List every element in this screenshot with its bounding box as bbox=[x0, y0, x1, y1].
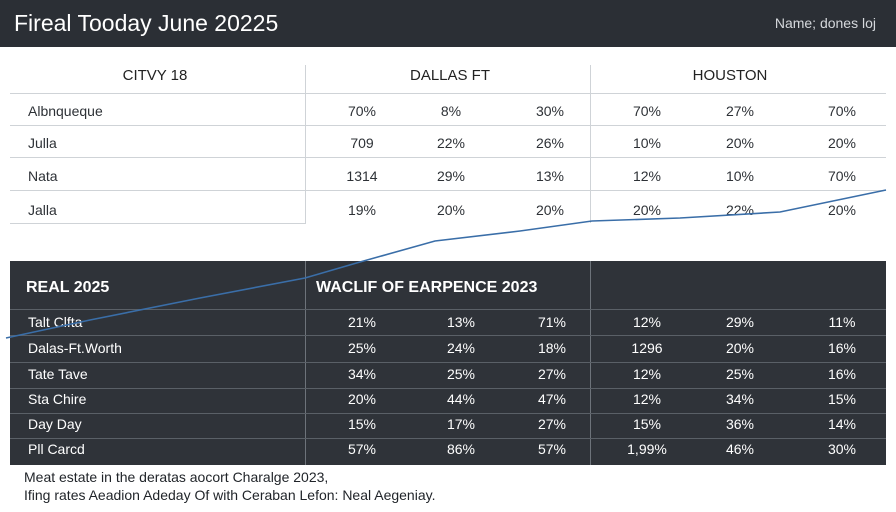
table-cell: 70% bbox=[827, 168, 857, 184]
table-cell: 57% bbox=[537, 441, 567, 457]
table-cell: 36% bbox=[725, 416, 755, 432]
top-table: CITVY 18 DALLAS FT HOUSTON Albnqueque 70… bbox=[0, 47, 896, 260]
table-cell: 20% bbox=[632, 202, 662, 218]
table-cell: 27% bbox=[537, 416, 567, 432]
table-cell: 71% bbox=[537, 314, 567, 330]
header-meta: Name; dones loj bbox=[774, 15, 876, 31]
table-cell: 17% bbox=[446, 416, 476, 432]
table-cell: 27% bbox=[537, 366, 567, 382]
table-cell: 20% bbox=[827, 135, 857, 151]
table-cell: 27% bbox=[725, 103, 755, 119]
row-divider bbox=[10, 335, 886, 336]
bottom-header-left: REAL 2025 bbox=[26, 279, 110, 296]
row-divider bbox=[10, 413, 886, 414]
table-cell: 25% bbox=[446, 366, 476, 382]
column-divider bbox=[590, 65, 591, 223]
table-cell: 15% bbox=[347, 416, 377, 432]
table-cell: 20% bbox=[827, 202, 857, 218]
row-label: Tate Tave bbox=[28, 366, 88, 382]
table-cell: 29% bbox=[725, 314, 755, 330]
table-cell: 20% bbox=[725, 135, 755, 151]
column-header-dallas: DALLAS FT bbox=[409, 67, 491, 84]
row-divider bbox=[10, 388, 886, 389]
row-label: Dalas-Ft.Worth bbox=[28, 340, 122, 356]
table-cell: 34% bbox=[725, 391, 755, 407]
table-cell: 22% bbox=[725, 202, 755, 218]
footer-line-2: Ifing rates Aeadion Adeday Of with Cerab… bbox=[24, 487, 436, 503]
table-cell: 20% bbox=[535, 202, 565, 218]
table-cell: 70% bbox=[632, 103, 662, 119]
table-cell: 26% bbox=[535, 135, 565, 151]
table-cell: 1,99% bbox=[627, 441, 667, 457]
table-cell: 20% bbox=[436, 202, 466, 218]
table-cell: 25% bbox=[347, 340, 377, 356]
table-cell: 12% bbox=[632, 168, 662, 184]
table-cell: 12% bbox=[632, 366, 662, 382]
table-cell: 70% bbox=[347, 103, 377, 119]
footer-note: Meat estate in the deratas aocort Charal… bbox=[0, 465, 896, 512]
row-divider bbox=[10, 93, 886, 94]
footer-line-1: Meat estate in the deratas aocort Charal… bbox=[24, 469, 329, 485]
row-label: Talt Clfta bbox=[28, 314, 83, 330]
table-cell: 13% bbox=[446, 314, 476, 330]
table-cell: 1296 bbox=[631, 340, 663, 356]
row-label: Albnqueque bbox=[28, 103, 103, 119]
row-divider bbox=[10, 190, 886, 191]
table-cell: 19% bbox=[347, 202, 377, 218]
table-cell: 18% bbox=[537, 340, 567, 356]
header-bar: Fireal Tooday June 20225 Name; dones loj bbox=[0, 0, 896, 47]
page-title: Fireal Tooday June 20225 bbox=[14, 10, 279, 36]
row-divider bbox=[10, 125, 886, 126]
table-cell: 30% bbox=[535, 103, 565, 119]
table-cell: 70% bbox=[827, 103, 857, 119]
table-cell: 16% bbox=[827, 366, 857, 382]
table-cell: 34% bbox=[347, 366, 377, 382]
column-divider bbox=[590, 261, 591, 465]
row-label: Day Day bbox=[28, 416, 82, 432]
row-divider bbox=[10, 157, 886, 158]
table-cell: 21% bbox=[347, 314, 377, 330]
table-cell: 46% bbox=[725, 441, 755, 457]
table-cell: 25% bbox=[725, 366, 755, 382]
table-cell: 16% bbox=[827, 340, 857, 356]
column-header-houston: HOUSTON bbox=[692, 67, 768, 84]
column-divider bbox=[305, 65, 306, 223]
table-cell: 24% bbox=[446, 340, 476, 356]
row-divider bbox=[10, 362, 886, 363]
table-cell: 29% bbox=[436, 168, 466, 184]
table-cell: 709 bbox=[350, 135, 374, 151]
row-label: Nata bbox=[28, 168, 58, 184]
table-cell: 14% bbox=[827, 416, 857, 432]
table-cell: 86% bbox=[446, 441, 476, 457]
row-label: Julla bbox=[28, 135, 57, 151]
bottom-table: REAL 2025 WACLIF OF EARPENCE 2023 Talt C… bbox=[10, 261, 886, 465]
table-cell: 22% bbox=[436, 135, 466, 151]
table-cell: 44% bbox=[446, 391, 476, 407]
row-divider bbox=[10, 309, 886, 310]
bottom-header-mid: WACLIF OF EARPENCE 2023 bbox=[316, 279, 538, 296]
row-label: Jalla bbox=[28, 202, 57, 218]
row-divider bbox=[10, 438, 886, 439]
table-cell: 47% bbox=[537, 391, 567, 407]
row-label: Sta Chire bbox=[28, 391, 87, 407]
table-cell: 12% bbox=[632, 314, 662, 330]
row-label: Pll Carcd bbox=[28, 441, 85, 457]
column-divider bbox=[305, 261, 306, 465]
row-divider bbox=[10, 223, 306, 224]
table-cell: 10% bbox=[632, 135, 662, 151]
table-cell: 30% bbox=[827, 441, 857, 457]
table-cell: 20% bbox=[725, 340, 755, 356]
table-cell: 8% bbox=[440, 103, 462, 119]
table-cell: 15% bbox=[632, 416, 662, 432]
column-header-city: CITVY 18 bbox=[122, 67, 188, 84]
table-cell: 12% bbox=[632, 391, 662, 407]
table-cell: 1314 bbox=[346, 168, 378, 184]
table-cell: 15% bbox=[827, 391, 857, 407]
table-cell: 13% bbox=[535, 168, 565, 184]
table-cell: 20% bbox=[347, 391, 377, 407]
table-cell: 10% bbox=[725, 168, 755, 184]
table-cell: 57% bbox=[347, 441, 377, 457]
table-cell: 11% bbox=[828, 314, 856, 330]
